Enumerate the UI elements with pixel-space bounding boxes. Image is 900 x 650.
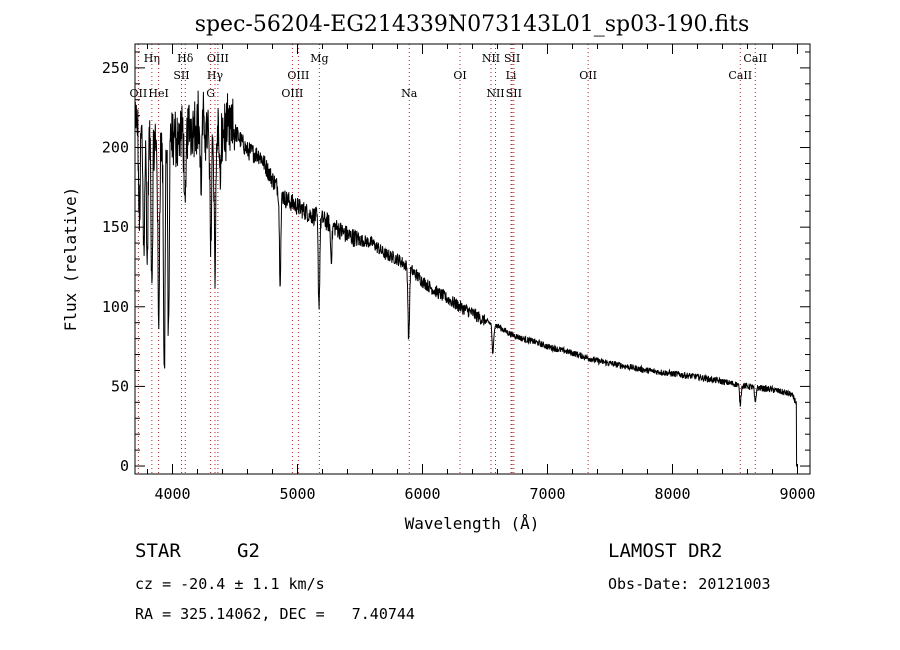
line-marker-label: Hη <box>144 52 160 65</box>
line-marker-label: Mg <box>310 52 328 65</box>
y-tick-label: 50 <box>111 377 129 395</box>
x-tick-label: 5000 <box>279 485 315 503</box>
x-axis-label: Wavelength (Å) <box>405 514 540 533</box>
x-tick-label: 7000 <box>529 485 565 503</box>
line-marker-label: CaII <box>743 52 767 65</box>
line-marker-label: HeI <box>148 87 168 100</box>
line-marker-label: SII <box>506 87 522 100</box>
x-tick-label: 8000 <box>654 485 690 503</box>
line-marker-label: Na <box>401 87 418 100</box>
x-tick-label: 9000 <box>779 485 815 503</box>
y-tick-label: 150 <box>102 218 129 236</box>
observation-date: Obs-Date: 20121003 <box>608 575 771 593</box>
x-tick-label: 4000 <box>154 485 190 503</box>
object-subclass: G2 <box>237 540 260 562</box>
line-marker-label: OIII <box>281 87 303 100</box>
line-marker-label: OI <box>453 69 466 82</box>
line-marker-label: Hγ <box>207 69 224 82</box>
line-marker-label: CaII <box>728 69 752 82</box>
y-tick-label: 0 <box>120 457 129 475</box>
y-axis-label: Flux (relative) <box>61 187 80 332</box>
plot-frame <box>134 43 811 475</box>
line-marker-label: SII <box>504 52 520 65</box>
ra-dec-coordinates: RA = 325.14062, DEC = 7.40744 <box>135 605 415 623</box>
y-tick-label: 200 <box>102 139 129 157</box>
line-marker-label: Li <box>506 69 517 82</box>
line-marker-label: G <box>206 87 215 100</box>
line-marker-label: NII <box>482 52 500 65</box>
y-tick-label: 100 <box>102 298 129 316</box>
line-marker-label: OIII <box>287 69 309 82</box>
spectrum-line <box>134 90 798 467</box>
chart-title: spec-56204-EG214339N073143L01_sp03-190.f… <box>195 12 750 37</box>
axis-ticks-layer: 4000 5000 6000 7000 8000 9000 0 50 100 150 200 250 <box>102 44 816 503</box>
redshift-cz: cz = -20.4 ± 1.1 km/s <box>135 575 325 593</box>
x-tick-label: 6000 <box>404 485 440 503</box>
line-marker-label: SII <box>173 69 189 82</box>
object-class: STAR <box>135 540 181 562</box>
y-tick-label: 250 <box>102 59 129 77</box>
line-marker-label: OII <box>130 87 148 100</box>
line-marker-label: Hδ <box>177 52 194 65</box>
survey-name: LAMOST DR2 <box>608 540 723 562</box>
line-marker-label: NII <box>486 87 504 100</box>
line-marker-label: OIII <box>207 52 229 65</box>
line-marker-label: OII <box>579 69 597 82</box>
